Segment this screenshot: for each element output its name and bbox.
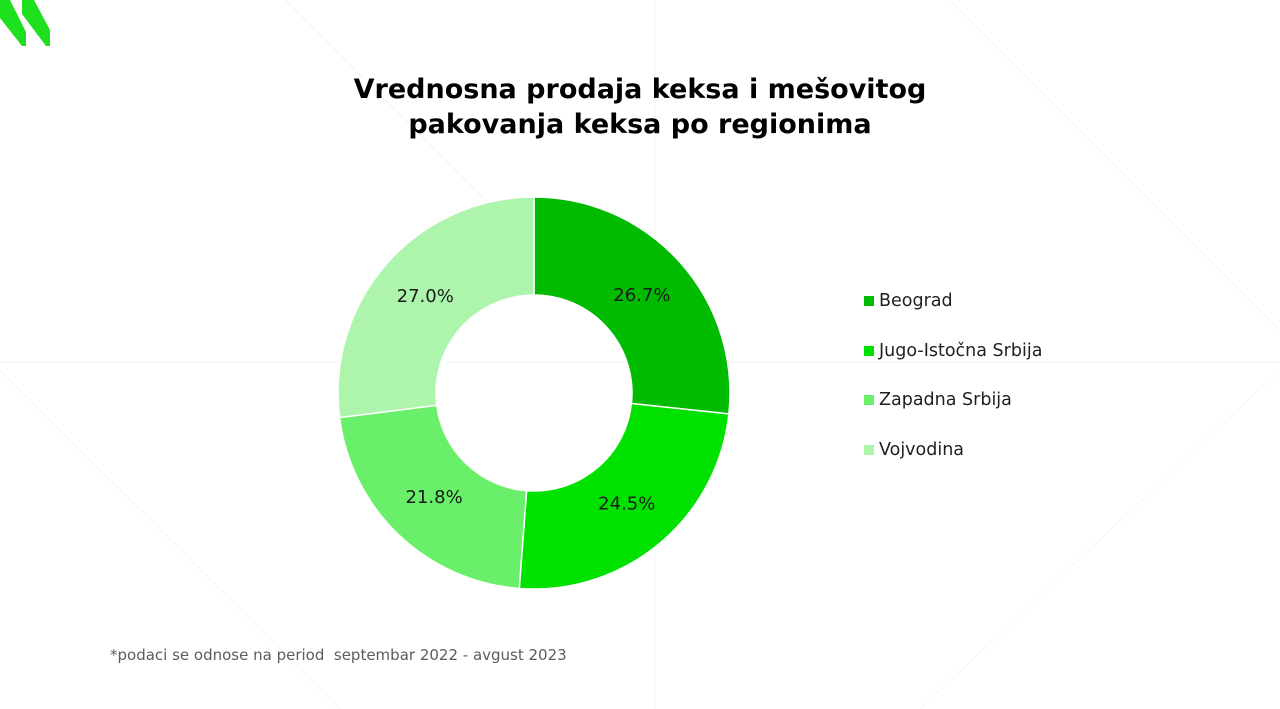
donut-slice-zapadna-srbija [338,404,528,590]
chart-title: Vrednosna prodaja keksa i mešovitog pako… [353,74,927,140]
data-label-vojvodina: 27.0% [397,286,454,307]
legend-label-beograd: Beograd [879,291,953,311]
legend-item-beograd: Beograd [864,289,1042,313]
brand-logo [0,0,50,46]
logo-stroke-left [0,0,26,46]
donut-value-labels: 26.7% 24.5% 21.8% 27.0% [397,285,671,514]
legend-label-jugo-istocna-srbija: Jugo-Istočna Srbija [879,340,1043,361]
data-label-jugo-isto-na-srbija: 24.5% [598,493,655,514]
legend-swatch-beograd [864,296,874,306]
legend-label-zapadna-srbija: Zapadna Srbija [879,390,1012,410]
donut-slices [337,196,731,590]
data-label-beograd: 26.7% [613,285,670,306]
donut-slice-jugo-isto-na-srbija [518,402,730,590]
logo-stroke-right [22,0,50,46]
legend-item-zapadna-srbija: Zapadna Srbija [864,388,1042,412]
legend-label-vojvodina: Vojvodina [879,439,965,460]
legend-swatch-vojvodina [864,444,874,455]
chart-legend: Beograd Jugo-Istočna Srbija Zapadna Srbi… [864,289,1042,487]
legend-item-jugo-istocna-srbija: Jugo-Istočna Srbija [864,339,1042,363]
data-label-zapadna-srbija: 21.8% [405,487,462,508]
legend-swatch-jugo-istocna-srbija [864,345,874,356]
legend-swatch-zapadna-srbija [864,395,874,405]
legend-item-vojvodina: Vojvodina [864,438,1042,462]
donut-slice-beograd [533,196,731,415]
donut-slice-vojvodina [337,196,535,419]
footnote: *podaci se odnose na period septembar 20… [110,646,567,664]
